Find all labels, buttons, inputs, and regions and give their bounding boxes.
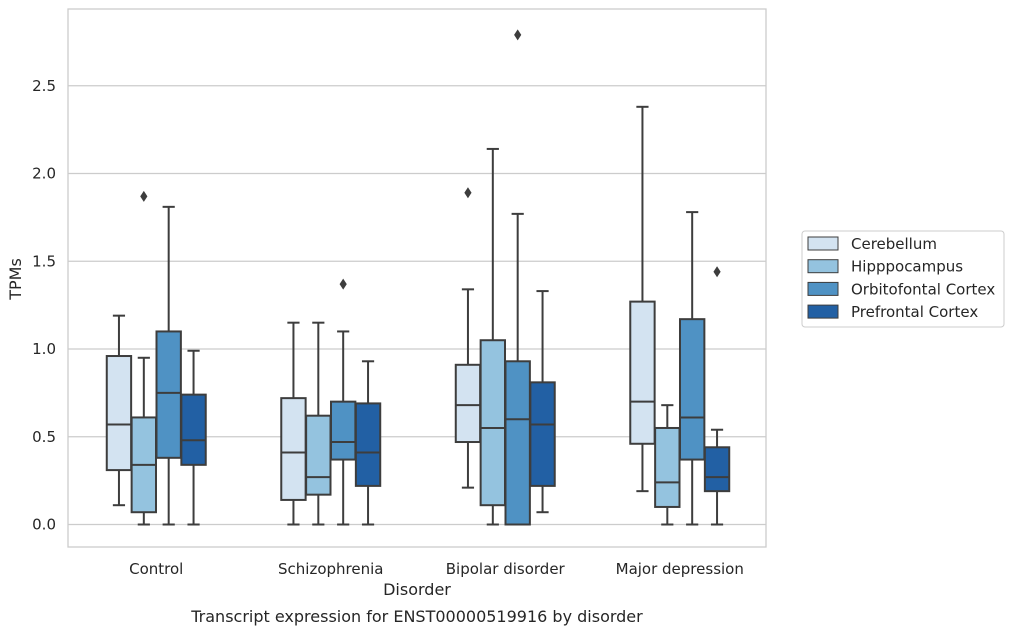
legend-swatch — [807, 281, 839, 296]
y-tick-label: 2.0 — [32, 165, 56, 183]
box-group — [504, 29, 531, 526]
y-tick-labels: 0.0 0.5 1.0 1.5 2.0 2.5 — [32, 77, 56, 534]
legend-label: Cerebellum — [851, 235, 937, 253]
box-group — [354, 360, 382, 526]
box-group — [180, 349, 207, 526]
outlier-point — [713, 266, 721, 278]
figure-caption: Transcript expression for ENST0000051991… — [190, 607, 643, 626]
box-group — [454, 187, 482, 489]
box — [454, 363, 482, 444]
y-tick-label: 0.0 — [32, 516, 56, 534]
legend-swatch — [807, 304, 839, 319]
box — [654, 426, 681, 508]
y-tick-label: 1.5 — [32, 252, 56, 270]
legend: Cerebellum Hipppocampus Orbitofontal Corte… — [801, 230, 1005, 328]
box — [629, 300, 656, 445]
legend-label: Hipppocampus — [851, 258, 963, 276]
box-group — [529, 290, 556, 514]
box — [180, 393, 207, 466]
box-group — [703, 266, 731, 526]
box — [529, 381, 556, 487]
box — [305, 414, 332, 496]
y-axis-label: TPMs — [6, 258, 25, 301]
outlier-point — [140, 190, 148, 202]
box — [703, 446, 731, 493]
box — [479, 339, 507, 507]
legend-swatch — [807, 259, 839, 274]
legend-label: Orbitofontal Cortex — [851, 280, 995, 298]
x-tick-label: Bipolar disorder — [446, 560, 566, 578]
outlier-point — [339, 278, 347, 290]
box-group — [479, 147, 507, 526]
box-group — [280, 321, 307, 526]
plot-frame — [67, 8, 767, 548]
box — [354, 402, 382, 487]
box — [504, 360, 531, 526]
box-group — [629, 105, 656, 493]
x-tick-label: Schizophrenia — [278, 560, 383, 578]
y-tick-label: 2.5 — [32, 77, 56, 95]
box-group — [155, 205, 182, 526]
x-tick-label: Control — [129, 560, 183, 578]
box — [105, 355, 133, 472]
box — [678, 318, 706, 461]
legend-frame — [801, 230, 1005, 328]
box-group — [105, 314, 133, 507]
x-tick-labels: Control Schizophrenia Bipolar disorder Majo… — [129, 560, 744, 578]
box-group — [678, 211, 706, 526]
y-tick-label: 0.5 — [32, 428, 56, 446]
box-group — [329, 278, 357, 526]
y-tick-label: 1.0 — [32, 340, 56, 358]
box-group — [130, 190, 158, 526]
box — [155, 330, 182, 459]
outlier-point — [464, 187, 472, 199]
legend-label: Prefrontal Cortex — [851, 303, 978, 321]
box-group — [654, 404, 681, 526]
box-layer — [105, 29, 731, 526]
outlier-point — [514, 29, 522, 41]
x-tick-label: Major depression — [616, 560, 744, 578]
box — [280, 397, 307, 501]
legend-swatch — [807, 236, 839, 251]
x-axis-label: Disorder — [383, 580, 451, 599]
box — [329, 400, 357, 461]
